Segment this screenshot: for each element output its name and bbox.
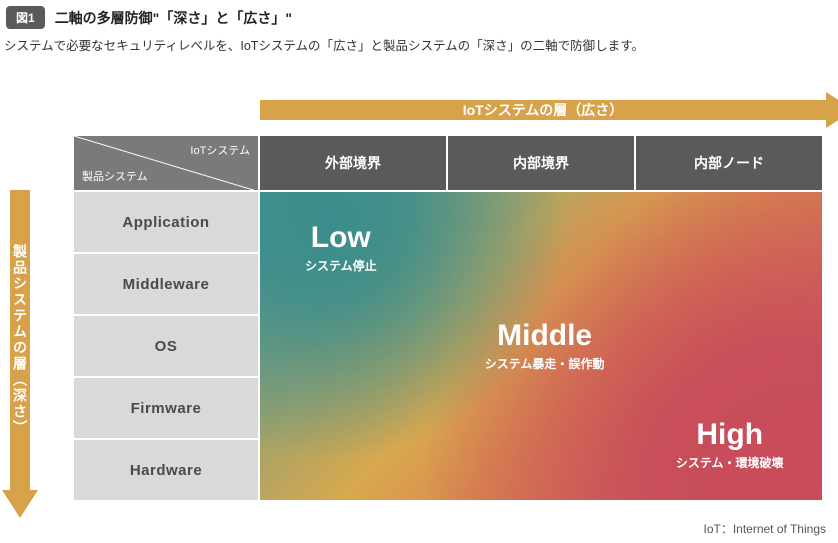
body-wrap: Application Middleware OS Firmware Hardw… xyxy=(73,191,823,501)
arrow-down-icon xyxy=(2,490,38,518)
figure-title: 二軸の多層防御"「深さ」と「広さ」" xyxy=(55,8,292,28)
row-header: Middleware xyxy=(73,253,259,315)
row-headers: Application Middleware OS Firmware Hardw… xyxy=(73,191,259,501)
corner-top-label: IoTシステム xyxy=(190,142,250,158)
row-header: Application xyxy=(73,191,259,253)
figure-badge: 図1 xyxy=(6,6,45,29)
risk-desc: システム・環境破壊 xyxy=(676,454,784,471)
vertical-axis-arrow: 製品システムの層（深さ） xyxy=(4,190,36,526)
row-header: Hardware xyxy=(73,439,259,501)
matrix-grid: IoTシステム 製品システム 外部境界 内部境界 内部ノード Applicati… xyxy=(72,134,824,502)
risk-gradient-area: Low システム停止 Middle システム暴走・誤作動 High システム・環… xyxy=(259,191,823,501)
row-header: OS xyxy=(73,315,259,377)
corner-cell: IoTシステム 製品システム xyxy=(73,135,259,191)
arrow-right-icon xyxy=(826,92,838,128)
risk-desc: システム停止 xyxy=(305,257,377,274)
horizontal-axis-arrow: IoTシステムの層（広さ） xyxy=(260,94,838,126)
horizontal-axis-label: IoTシステムの層（広さ） xyxy=(260,100,826,120)
figure-subtitle: システムで必要なセキュリティレベルを、IoTシステムの「広さ」と製品システムの「… xyxy=(0,33,838,54)
header-row: IoTシステム 製品システム 外部境界 内部境界 内部ノード xyxy=(73,135,823,191)
risk-label-high: High システム・環境破壊 xyxy=(676,420,784,471)
vertical-axis-label: 製品システムの層（深さ） xyxy=(10,190,30,490)
column-header: 外部境界 xyxy=(259,135,447,191)
corner-bottom-label: 製品システム xyxy=(82,168,148,184)
risk-level: Low xyxy=(305,223,377,253)
row-header: Firmware xyxy=(73,377,259,439)
risk-label-middle: Middle システム暴走・誤作動 xyxy=(485,321,605,372)
column-header: 内部境界 xyxy=(447,135,635,191)
risk-level: High xyxy=(676,420,784,450)
risk-desc: システム暴走・誤作動 xyxy=(485,355,605,372)
risk-level: Middle xyxy=(485,321,605,351)
risk-label-low: Low システム停止 xyxy=(305,223,377,274)
column-header: 内部ノード xyxy=(635,135,823,191)
footnote: IoT：Internet of Things xyxy=(703,520,826,537)
